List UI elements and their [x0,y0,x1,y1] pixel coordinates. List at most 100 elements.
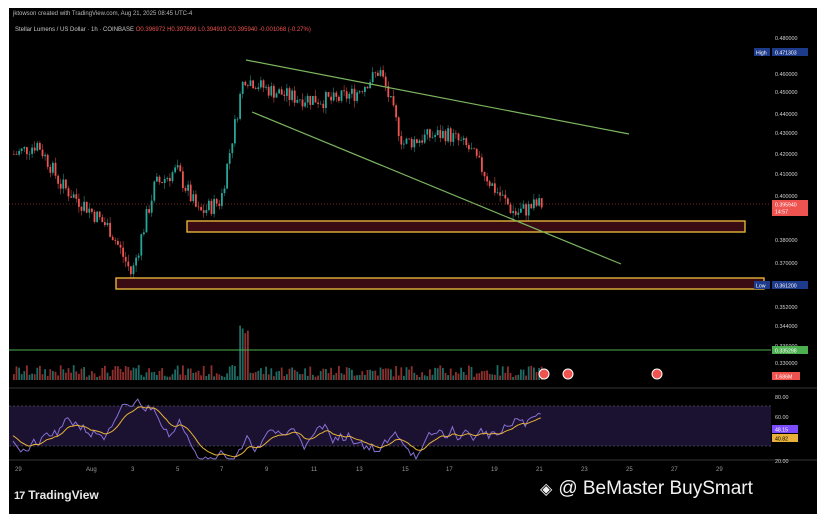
event-icon[interactable] [651,368,663,380]
candle-body [387,86,390,98]
channel-upper-line[interactable] [245,59,630,135]
volume-bar [395,365,397,380]
candle-body [478,155,481,158]
credit-line: jktowson created with TradingView.com, A… [13,11,193,17]
low-price-value: 0.361200 [775,284,797,290]
candle-body [62,179,65,189]
candle-body [460,139,462,141]
symbol-title[interactable]: Stellar Lumens / US Dollar · 1h · COINBA… [15,27,135,33]
time-tick-label: 23 [581,467,588,473]
time-tick-label: 13 [356,467,363,473]
volume-bar [332,374,335,380]
volume-bar [163,375,166,380]
candle-body [488,181,491,186]
high-badge-label: High [756,51,767,57]
candle-body [41,149,44,157]
tradingview-logo[interactable]: 17 TradingView [14,488,99,502]
volume-bar [325,369,327,380]
candle-body [158,176,161,183]
volume-bar [119,368,122,380]
price-tick-label: 0.450000 [775,90,797,96]
volume-bar [187,368,189,380]
high-price-badge [772,48,808,56]
candle-body [262,80,265,88]
volume-bar [434,367,436,380]
resistance-zone-lower[interactable] [115,277,765,290]
rsi-tick-label: 80.00 [775,395,789,401]
candle-body [260,80,262,88]
rsi-tick-label: 60.00 [775,415,789,421]
volume-bar [517,374,520,380]
volume-bar [509,373,512,380]
rsi-axis[interactable]: 80.00 60.00 20.00 [775,395,789,465]
volume-bar [379,367,382,380]
volume-bar [413,372,416,380]
candle-body [335,92,338,97]
volume-bar [148,368,150,380]
volume-bar [317,375,319,380]
time-tick-label: 17 [446,467,453,473]
volume-bar [182,365,184,380]
time-tick-label: 9 [265,467,269,473]
candle-body [156,176,158,182]
candle-body [252,80,254,89]
volume-bars [13,325,543,380]
candle-body [322,103,325,109]
candle-body [202,210,205,213]
volume-bar [369,369,371,380]
volume-bar [439,365,442,380]
volume-bar [351,369,353,380]
channel-lower-line[interactable] [251,111,622,265]
time-tick-label: 25 [626,467,633,473]
support-line-value: 0.335298 [775,349,797,355]
candle-body [20,148,23,151]
volume-bar [460,367,462,380]
price-chart[interactable]: 0.480000 0.460000 0.450000 0.440000 0.430000… [9,8,817,514]
candle-body [494,183,496,193]
event-icon[interactable] [538,368,550,380]
volume-bar [366,369,369,380]
volume-bar [104,365,106,380]
candle-body [57,175,59,184]
volume-bar [75,371,78,380]
volume-bar [358,375,361,380]
candle-body [171,172,174,182]
volume-bar [455,371,457,380]
candle-body [33,147,36,151]
candle-body [382,70,384,77]
candle-body [189,184,192,202]
candle-body [101,217,104,223]
candle-body [83,201,85,211]
candle-body [254,88,257,89]
volume-bar [192,372,195,380]
volume-bar [117,366,119,380]
resistance-zone-upper[interactable] [186,220,746,233]
candle-body [80,206,83,211]
volume-bar [286,374,288,380]
volume-bar [83,367,85,380]
candle-body [390,96,392,98]
candle-body [408,138,410,140]
candle-body [369,82,371,89]
candle-body [195,194,197,207]
price-axis[interactable]: 0.480000 0.460000 0.450000 0.440000 0.430000… [775,36,797,367]
candle-body [109,222,111,237]
candle-body [96,211,98,222]
candle-body [187,184,189,191]
candle-body [351,88,353,94]
time-axis[interactable]: 29 Aug 3 5 7 9 11 13 15 17 19 21 23 25 27 29 [15,467,723,473]
candle-body [78,198,80,207]
candle-body [449,128,452,142]
candle-body [28,153,31,155]
candle-body [124,256,127,262]
event-icon[interactable] [562,368,574,380]
candle-body [184,188,187,191]
candle-body [234,119,236,144]
candle-body [140,234,143,256]
candle-body [161,182,163,183]
candle-body [67,188,70,197]
volume-bar [49,369,52,380]
candle-body [468,145,470,150]
candle-body [304,102,306,107]
volume-bar [473,376,475,380]
